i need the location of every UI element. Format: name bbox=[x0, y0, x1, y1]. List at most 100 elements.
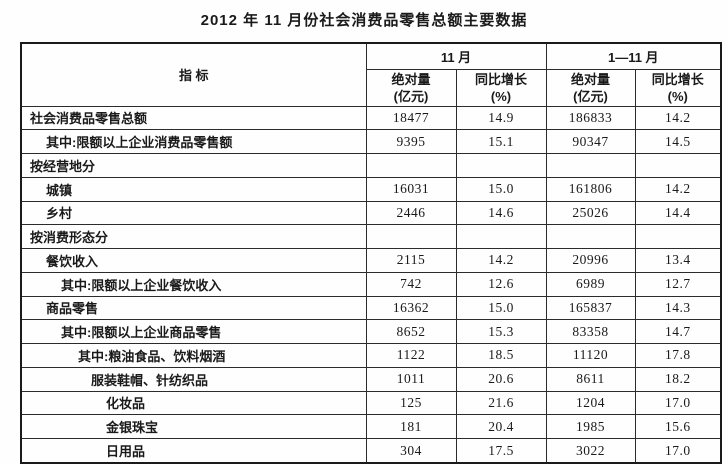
nov-growth-cell: 14.9 bbox=[455, 105, 547, 131]
header-growth-unit: (%) bbox=[490, 88, 512, 104]
indicator-cell: 服装鞋帽、针纺织品 bbox=[20, 366, 367, 392]
indicator-cell: 社会消费品零售总额 bbox=[20, 105, 367, 131]
nov-absolute-cell: 1122 bbox=[365, 343, 457, 368]
header-absolute-label: 绝对量 bbox=[391, 71, 431, 87]
header-growth-unit: (%) bbox=[667, 88, 688, 104]
header-group-row: 指 标 11 月 1—11 月 bbox=[20, 42, 722, 107]
table-row: 化妆品 125 21.6 1204 17.0 bbox=[20, 390, 722, 416]
table-row: 城镇 16031 15.0 161806 14.2 bbox=[20, 176, 722, 202]
jan-nov-growth-cell: 12.7 bbox=[634, 271, 722, 297]
jan-nov-absolute-cell: 186833 bbox=[545, 105, 636, 131]
table-row: 其中:限额以上企业餐饮收入 742 12.6 6989 12.7 bbox=[20, 271, 722, 297]
nov-growth-cell: 21.6 bbox=[455, 390, 547, 416]
jan-nov-growth-cell: 17.0 bbox=[634, 390, 722, 416]
jan-nov-growth-cell: 14.2 bbox=[634, 176, 722, 202]
table-row: 餐饮收入 2115 14.2 20996 13.4 bbox=[20, 248, 722, 273]
header-absolute-unit: (亿元) bbox=[393, 88, 429, 104]
nov-growth-cell: 12.6 bbox=[455, 271, 547, 297]
nov-absolute-cell: 1011 bbox=[365, 366, 457, 392]
header-absolute-label: 绝对量 bbox=[571, 71, 611, 87]
nov-absolute-cell: 742 bbox=[365, 271, 457, 297]
indicator-cell: 其中:限额以上企业餐饮收入 bbox=[20, 271, 367, 297]
column-header-absolute-jan-nov: 绝对量 (亿元) bbox=[545, 68, 636, 107]
period-header-november: 11 月 bbox=[365, 42, 547, 70]
nov-growth-cell: 14.6 bbox=[455, 200, 547, 226]
nov-absolute-cell: 16362 bbox=[365, 295, 457, 321]
indicator-cell: 按消费形态分 bbox=[20, 224, 367, 249]
nov-absolute-cell bbox=[365, 153, 457, 178]
nov-absolute-cell: 2115 bbox=[365, 248, 457, 273]
jan-nov-absolute-cell: 8611 bbox=[545, 366, 636, 392]
header-growth-label: 同比增长 bbox=[475, 71, 528, 87]
jan-nov-growth-cell: 17.8 bbox=[634, 343, 722, 368]
indicator-cell: 商品零售 bbox=[20, 295, 367, 321]
nov-growth-cell bbox=[455, 153, 547, 178]
indicator-cell: 其中:限额以上企业消费品零售额 bbox=[20, 129, 367, 154]
jan-nov-absolute-cell: 1985 bbox=[545, 414, 636, 439]
column-header-growth-jan-nov: 同比增长 (%) bbox=[634, 68, 722, 107]
table-row: 其中:限额以上企业消费品零售额 9395 15.1 90347 14.5 bbox=[20, 129, 722, 154]
indicator-cell: 城镇 bbox=[20, 176, 367, 202]
indicator-cell: 其中:限额以上企业商品零售 bbox=[20, 319, 367, 344]
jan-nov-absolute-cell: 90347 bbox=[545, 129, 636, 154]
nov-growth-cell: 15.0 bbox=[455, 176, 547, 202]
header-sub-row: 绝对量 (亿元) 同比增长 (%) 绝对量 (亿元) 同比增长 (%) bbox=[21, 68, 722, 107]
jan-nov-growth-cell: 14.4 bbox=[634, 200, 722, 226]
nov-absolute-cell: 18477 bbox=[365, 105, 457, 131]
nov-absolute-cell: 125 bbox=[365, 390, 457, 416]
indicator-cell: 化妆品 bbox=[20, 390, 367, 416]
nov-growth-cell: 14.2 bbox=[455, 248, 547, 273]
indicator-column-header: 指 标 bbox=[20, 42, 367, 107]
table-header: 指 标 11 月 1—11 月 绝对量 (亿元) 同比增长 (%) 绝对量 (亿… bbox=[20, 42, 722, 107]
nov-growth-cell: 15.1 bbox=[455, 129, 547, 154]
jan-nov-absolute-cell: 161806 bbox=[545, 176, 636, 202]
nov-growth-cell bbox=[455, 224, 547, 249]
table-row: 乡村 2446 14.6 25026 14.4 bbox=[20, 200, 722, 226]
nov-growth-cell: 15.3 bbox=[455, 319, 547, 344]
jan-nov-absolute-cell: 20996 bbox=[545, 248, 636, 273]
table-row: 服装鞋帽、针纺织品 1011 20.6 8611 18.2 bbox=[20, 366, 722, 392]
jan-nov-growth-cell: 14.5 bbox=[634, 129, 722, 154]
jan-nov-growth-cell: 14.2 bbox=[634, 105, 722, 131]
nov-absolute-cell: 304 bbox=[365, 438, 457, 464]
nov-growth-cell: 20.4 bbox=[455, 414, 547, 439]
nov-absolute-cell: 16031 bbox=[365, 176, 457, 202]
jan-nov-absolute-cell: 3022 bbox=[545, 438, 636, 464]
nov-absolute-cell: 9395 bbox=[365, 129, 457, 154]
nov-growth-cell: 15.0 bbox=[455, 295, 547, 321]
header-growth-label: 同比增长 bbox=[651, 71, 704, 87]
indicator-cell: 餐饮收入 bbox=[20, 248, 367, 273]
indicator-cell: 按经营地分 bbox=[20, 153, 367, 178]
jan-nov-growth-cell bbox=[634, 224, 722, 249]
nov-growth-cell: 20.6 bbox=[455, 366, 547, 392]
nov-growth-cell: 17.5 bbox=[455, 438, 547, 464]
indicator-cell: 金银珠宝 bbox=[20, 414, 367, 439]
jan-nov-absolute-cell bbox=[545, 153, 636, 178]
nov-absolute-cell: 2446 bbox=[365, 200, 457, 226]
nov-growth-cell: 18.5 bbox=[455, 343, 547, 368]
jan-nov-absolute-cell: 1204 bbox=[545, 390, 636, 416]
table-row: 日用品 304 17.5 3022 17.0 bbox=[20, 438, 722, 464]
indicator-cell: 其中:粮油食品、饮料烟酒 bbox=[20, 343, 367, 368]
jan-nov-growth-cell: 15.6 bbox=[634, 414, 722, 439]
jan-nov-absolute-cell bbox=[545, 224, 636, 249]
column-header-absolute-nov: 绝对量 (亿元) bbox=[365, 68, 457, 107]
jan-nov-growth-cell: 17.0 bbox=[634, 438, 722, 464]
nov-absolute-cell: 8652 bbox=[365, 319, 457, 344]
jan-nov-absolute-cell: 6989 bbox=[545, 271, 636, 297]
table-row: 其中:粮油食品、饮料烟酒 1122 18.5 11120 17.8 bbox=[20, 343, 722, 368]
jan-nov-growth-cell: 14.7 bbox=[634, 319, 722, 344]
header-absolute-unit: (亿元) bbox=[573, 88, 608, 104]
table-row: 金银珠宝 181 20.4 1985 15.6 bbox=[20, 414, 722, 439]
table-row: 社会消费品零售总额 18477 14.9 186833 14.2 bbox=[20, 105, 722, 131]
table-body: 社会消费品零售总额 18477 14.9 186833 14.2 其中:限额以上企业消费品… bbox=[20, 105, 722, 464]
nov-absolute-cell bbox=[365, 224, 457, 249]
period-header-jan-to-nov: 1—11 月 bbox=[545, 42, 722, 70]
indicator-cell: 乡村 bbox=[20, 200, 367, 226]
retail-sales-table: 指 标 11 月 1—11 月 绝对量 (亿元) 同比增长 (%) 绝对量 (亿… bbox=[20, 42, 723, 464]
jan-nov-absolute-cell: 83358 bbox=[545, 319, 636, 344]
jan-nov-absolute-cell: 25026 bbox=[545, 200, 636, 226]
column-header-growth-nov: 同比增长 (%) bbox=[455, 68, 547, 107]
jan-nov-growth-cell: 13.4 bbox=[634, 248, 722, 273]
table-row: 商品零售 16362 15.0 165837 14.3 bbox=[20, 295, 722, 321]
